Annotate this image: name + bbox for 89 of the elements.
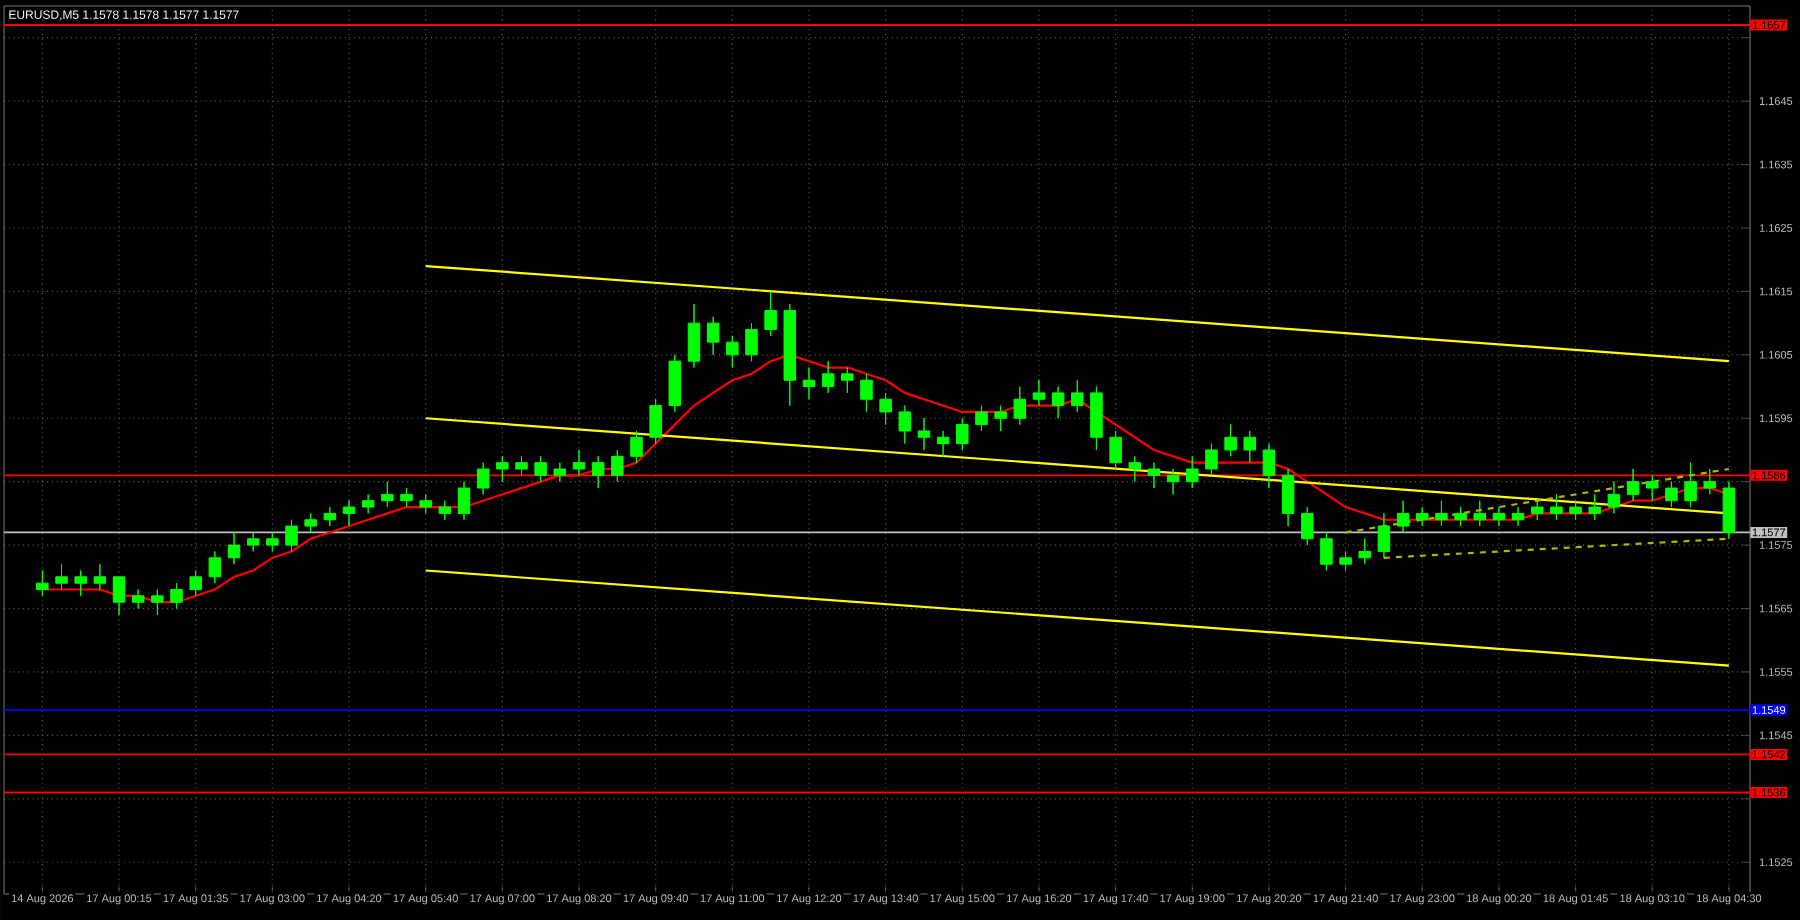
candlestick bbox=[1186, 455, 1199, 489]
candlestick bbox=[131, 589, 145, 610]
candlestick bbox=[381, 481, 394, 508]
candlestick bbox=[1569, 500, 1582, 521]
candlestick bbox=[783, 303, 797, 407]
candlestick bbox=[860, 373, 873, 413]
candlestick bbox=[1665, 481, 1678, 508]
candlestick bbox=[1205, 443, 1218, 476]
candlestick bbox=[419, 493, 432, 514]
candlestick bbox=[1071, 379, 1084, 413]
candlestick bbox=[668, 354, 682, 413]
candlestick bbox=[745, 322, 758, 362]
candlestick bbox=[1224, 424, 1237, 457]
candlestick bbox=[1703, 468, 1716, 495]
candlestick bbox=[649, 398, 662, 445]
candlestick bbox=[534, 455, 547, 483]
candlestick bbox=[841, 367, 854, 394]
candlestick bbox=[879, 392, 892, 426]
candlestick bbox=[553, 462, 567, 483]
candlestick bbox=[323, 506, 337, 527]
candlestick bbox=[208, 550, 222, 584]
candlestick bbox=[1396, 500, 1410, 533]
candlestick bbox=[1722, 481, 1736, 540]
candlestick bbox=[1147, 462, 1161, 489]
candlestick bbox=[1550, 493, 1563, 521]
candlestick bbox=[170, 582, 183, 610]
candlestick bbox=[1243, 430, 1257, 464]
candlestick bbox=[1531, 500, 1544, 521]
candlestick bbox=[764, 290, 777, 337]
candlestick bbox=[1262, 443, 1276, 489]
candlestick bbox=[1435, 500, 1448, 527]
candlestick bbox=[1416, 506, 1429, 527]
candlestick bbox=[591, 455, 605, 489]
candlestick bbox=[342, 500, 356, 527]
candlestick bbox=[917, 417, 931, 451]
candlestick bbox=[802, 367, 816, 400]
candlestick bbox=[266, 531, 279, 552]
candlestick bbox=[227, 531, 241, 565]
candlestick bbox=[1454, 506, 1467, 527]
candlestick bbox=[1166, 468, 1180, 495]
candlestick bbox=[1511, 506, 1525, 527]
candlestick bbox=[898, 405, 912, 445]
candlestick bbox=[611, 449, 624, 483]
candlestick bbox=[515, 455, 528, 476]
candlestick bbox=[1626, 468, 1640, 502]
candlestick bbox=[1301, 506, 1314, 546]
candlestick bbox=[400, 487, 413, 508]
candlestick bbox=[1473, 500, 1487, 527]
candlestick bbox=[630, 430, 643, 464]
candlestick bbox=[956, 417, 969, 451]
candlestick bbox=[361, 493, 375, 514]
candlestick bbox=[726, 335, 739, 369]
candlestick bbox=[1377, 512, 1391, 559]
candlestick bbox=[1684, 462, 1697, 508]
candlestick bbox=[572, 449, 586, 476]
candlestick bbox=[1090, 386, 1103, 451]
candlestick bbox=[304, 512, 317, 533]
candlestick bbox=[936, 430, 950, 457]
candlestick bbox=[1492, 506, 1506, 527]
candlestick bbox=[285, 519, 298, 552]
candlestick bbox=[687, 303, 701, 369]
candlestick bbox=[821, 360, 835, 394]
candlestick bbox=[189, 569, 202, 597]
candlestick bbox=[36, 569, 49, 597]
candlestick bbox=[1358, 538, 1372, 565]
candlestick bbox=[1607, 481, 1621, 514]
candlestick bbox=[1013, 386, 1027, 426]
candlestick bbox=[74, 569, 87, 597]
candlestick bbox=[1339, 550, 1352, 571]
candlestick bbox=[1109, 430, 1122, 470]
candlestick bbox=[1645, 474, 1659, 502]
candlestick bbox=[1032, 379, 1046, 407]
candlestick bbox=[151, 589, 164, 616]
candlestick bbox=[476, 462, 490, 495]
candlestick bbox=[994, 405, 1007, 432]
candlestick bbox=[93, 563, 107, 591]
candlestick bbox=[457, 481, 471, 521]
candlestick bbox=[1588, 493, 1601, 521]
candlestick bbox=[1051, 386, 1065, 419]
candlestick bbox=[1281, 468, 1295, 527]
candlestick bbox=[1320, 531, 1333, 571]
candlestick bbox=[246, 531, 260, 552]
candlestick bbox=[1128, 455, 1142, 483]
candlestick bbox=[112, 576, 126, 616]
candlestick bbox=[438, 500, 452, 521]
candlestick bbox=[496, 455, 509, 483]
candlestick bbox=[706, 316, 720, 356]
candlestick bbox=[975, 405, 988, 432]
candlestick bbox=[55, 563, 68, 591]
